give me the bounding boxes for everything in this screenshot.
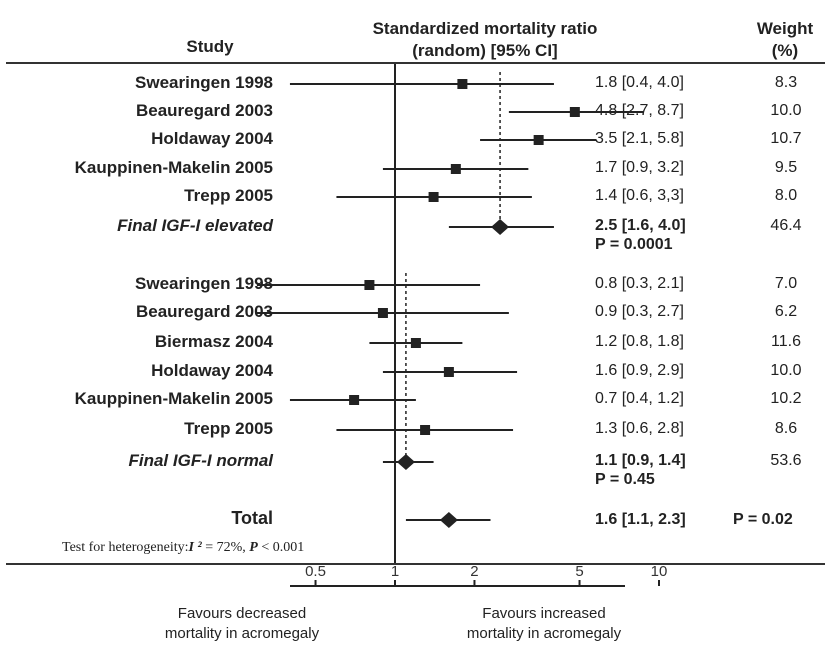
study-label: Beauregard 2003 (135, 302, 273, 321)
summary-weight-label: 53.6 (770, 452, 802, 469)
smr-column-header: Standardized mortality ratio (random) [9… (330, 18, 640, 62)
ci-value-label: 1.6 [0.9, 2.9] (595, 362, 684, 379)
weight-value-label: 8.0 (774, 187, 798, 204)
ci-value-label: 4.8 [2.7, 8.7] (595, 102, 684, 119)
study-label: Holdaway 2004 (151, 361, 273, 380)
x-tick-label: 0.5 (305, 563, 326, 580)
weight-header-line-2: (%) (771, 41, 799, 60)
study-label: Kauppinen-Makelin 2005 (74, 389, 273, 408)
weight-value-label: 10.0 (770, 102, 802, 119)
x-tick-label: 1 (391, 563, 399, 580)
weight-value-label: 7.0 (774, 275, 798, 292)
heterogeneity-test: Test for heterogeneity:I ² = 72%, P < 0.… (62, 540, 304, 556)
favours-increased-label: Favours increased mortality in acromegal… (434, 604, 654, 644)
study-label: Biermasz 2004 (154, 332, 273, 351)
study-estimate-marker (349, 395, 360, 405)
study-label: Trepp 2005 (184, 419, 273, 438)
favours-increased-line-2: mortality in acromegaly (466, 625, 622, 642)
study-estimate-marker (377, 308, 388, 318)
ci-value-label: 3.5 [2.1, 5.8] (595, 130, 684, 147)
total-ci-label: 1.6 [1.1, 2.3] (595, 511, 686, 528)
x-tick-label: 5 (575, 563, 583, 580)
smr-header-line-1: Standardized mortality ratio (372, 19, 598, 38)
ci-value-label: 0.7 [0.4, 1.2] (595, 390, 684, 407)
x-tick-label: 10 (651, 563, 668, 580)
ci-value-label: 1.8 [0.4, 4.0] (595, 74, 684, 91)
footer-rule (6, 563, 825, 565)
study-estimate-marker (428, 192, 439, 202)
summary-p-value-label: P = 0.45 (595, 471, 655, 488)
summary-weight-label: 46.4 (770, 217, 802, 234)
study-estimate-marker (457, 79, 468, 89)
ci-value-label: 1.4 [0.6, 3,3] (595, 187, 684, 204)
favours-decreased-line-2: mortality in acromegaly (164, 625, 320, 642)
ci-value-label: 0.9 [0.3, 2.7] (595, 303, 684, 320)
x-tick-label: 2 (470, 563, 478, 580)
total-diamond (439, 512, 458, 528)
header-rule (6, 62, 825, 64)
weight-value-label: 8.3 (774, 74, 798, 91)
summary-diamond (491, 219, 510, 235)
ci-value-label: 1.3 [0.6, 2.8] (595, 420, 684, 437)
weight-value-label: 10.7 (770, 130, 802, 147)
study-estimate-marker (410, 338, 421, 348)
heterogeneity-p-symbol: P (249, 540, 258, 555)
weight-value-label: 10.2 (770, 390, 802, 407)
study-column-header: Study (186, 37, 234, 56)
study-label: Beauregard 2003 (135, 101, 273, 120)
weight-value-label: 11.6 (771, 333, 801, 350)
ci-value-label: 1.2 [0.8, 1.8] (595, 333, 684, 350)
weight-value-label: 9.5 (774, 159, 798, 176)
study-label: Swearingen 1998 (135, 73, 273, 92)
heterogeneity-p-value: < 0.001 (257, 540, 305, 555)
weight-value-label: 10.0 (770, 362, 802, 379)
ci-value-label: 1.7 [0.9, 3.2] (595, 159, 684, 176)
heterogeneity-prefix: Test for heterogeneity: (62, 540, 189, 555)
smr-header-line-2: (random) [95% CI] (412, 41, 558, 60)
weight-header-line-1: Weight (756, 19, 814, 38)
subgroup-summary-label: Final IGF-I normal (128, 451, 273, 470)
summary-ci-label: 1.1 [0.9, 1.4] (595, 452, 686, 469)
ci-value-label: 0.8 [0.3, 2.1] (595, 275, 684, 292)
i2-symbol: I ² (188, 540, 202, 555)
study-estimate-marker (364, 280, 375, 290)
study-label: Swearingen 1998 (135, 274, 273, 293)
total-p-value-label: P = 0.02 (733, 511, 793, 528)
subgroup-summary-label: Final IGF-I elevated (117, 216, 273, 235)
total-label: Total (231, 508, 273, 528)
study-estimate-marker (533, 135, 544, 145)
study-label: Holdaway 2004 (151, 129, 273, 148)
study-estimate-marker (569, 107, 580, 117)
study-estimate-marker (443, 367, 454, 377)
favours-decreased-label: Favours decreased mortality in acromegal… (132, 604, 352, 644)
weight-value-label: 6.2 (774, 303, 798, 320)
weight-column-header: Weight (%) (740, 18, 830, 62)
favours-decreased-line-1: Favours decreased (177, 605, 307, 622)
study-label: Kauppinen-Makelin 2005 (74, 158, 273, 177)
summary-p-value-label: P = 0.0001 (595, 236, 673, 253)
i2-value: = 72%, (201, 540, 250, 555)
favours-increased-line-1: Favours increased (482, 605, 606, 622)
summary-ci-label: 2.5 [1.6, 4.0] (595, 217, 686, 234)
study-estimate-marker (420, 425, 431, 435)
study-estimate-marker (450, 164, 461, 174)
study-label: Trepp 2005 (184, 186, 273, 205)
weight-value-label: 8.6 (774, 420, 798, 437)
